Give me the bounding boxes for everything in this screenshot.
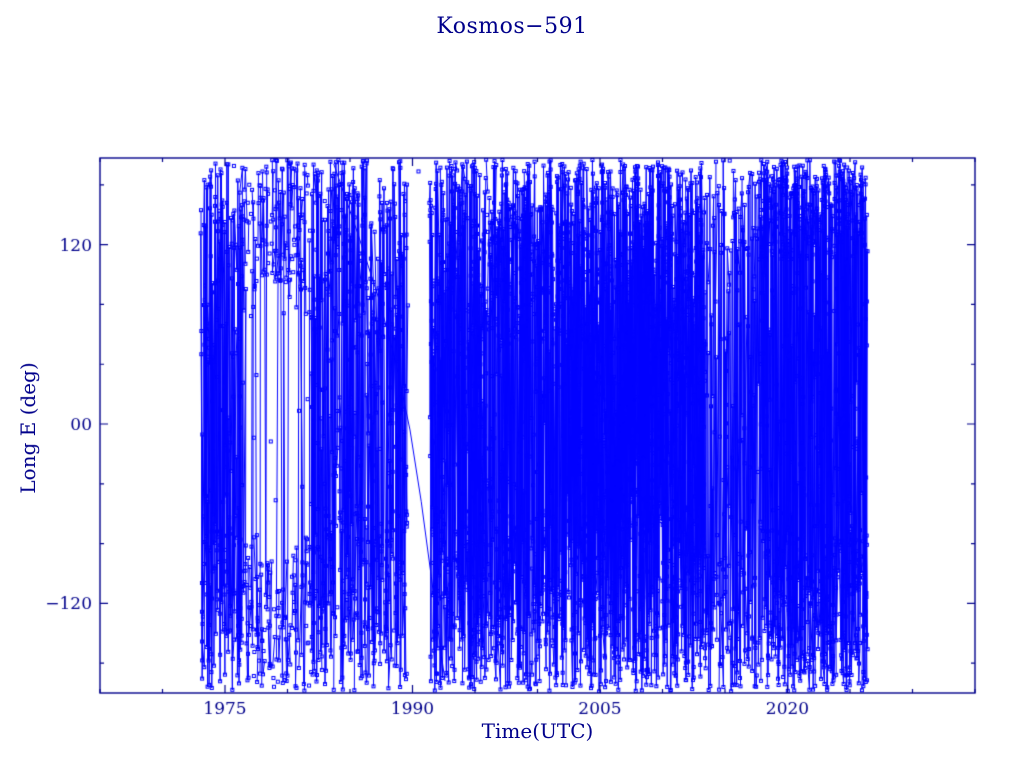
x-axis-label: Time(UTC) bbox=[481, 719, 594, 743]
y-axis-label: Long E (deg) bbox=[16, 362, 40, 494]
chart-title: Kosmos−591 bbox=[436, 14, 588, 39]
